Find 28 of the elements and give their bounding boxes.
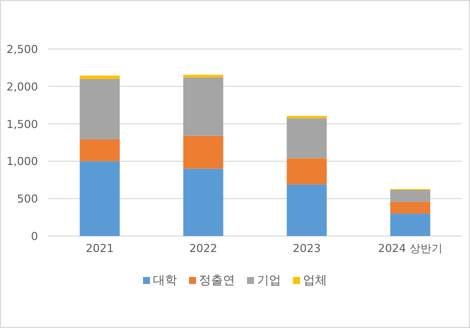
- bar: [286, 158, 327, 184]
- bar: [390, 190, 430, 202]
- bar: [286, 118, 327, 158]
- bar: [80, 161, 120, 236]
- x-tick-label: 2023: [292, 242, 321, 255]
- y-tick-label: 0: [31, 230, 38, 243]
- legend-label: 대학: [153, 273, 177, 287]
- bar: [183, 136, 224, 169]
- y-tick-label: 1,000: [6, 155, 38, 168]
- y-tick-label: 500: [17, 192, 38, 206]
- legend-label: 업체: [303, 273, 327, 287]
- y-tick-label: 2,000: [6, 80, 38, 94]
- x-tick-label: 2024 상반기: [378, 242, 442, 255]
- bar: [286, 184, 327, 236]
- bar: [390, 202, 430, 214]
- bar: [183, 168, 224, 236]
- bar: [80, 140, 120, 162]
- bar: [183, 77, 224, 136]
- bar: [183, 74, 224, 78]
- bar: [80, 78, 120, 140]
- legend-label: 정출연: [199, 273, 235, 287]
- x-tick-label: 2022: [189, 242, 218, 255]
- bar: [390, 214, 430, 236]
- y-tick-label: 2,500: [6, 43, 38, 56]
- y-tick-label: 1,500: [6, 118, 38, 131]
- legend-label: 기업: [257, 273, 281, 287]
- x-tick-label: 2021: [86, 242, 114, 255]
- bar: [80, 76, 120, 79]
